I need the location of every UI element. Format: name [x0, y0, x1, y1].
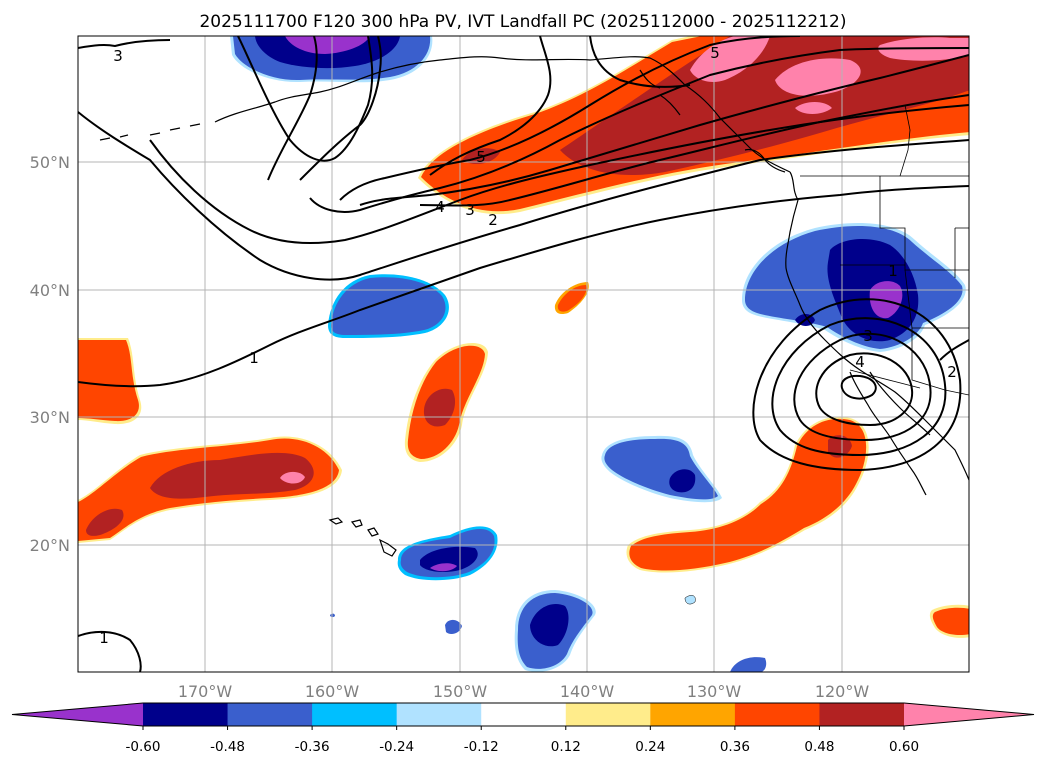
longitude-labels: 170°W 160°W 150°W 140°W 130°W 120°W [178, 682, 870, 701]
negative-anomaly-south-central [601, 435, 722, 503]
colorbar-segment [734, 703, 820, 726]
negative-anomaly-south [330, 590, 767, 672]
colorbar-extend-high [904, 703, 1034, 726]
contour-label: 5 [710, 44, 720, 62]
negative-anomaly-top [230, 36, 433, 83]
map-frame [77, 35, 970, 673]
colorbar-tick-label: 0.36 [720, 739, 750, 755]
contour-label: 1 [99, 629, 109, 647]
contour-label: 1 [249, 349, 259, 367]
colorbar-segment [396, 703, 482, 726]
figure-title: 2025111700 F120 300 hPa PV, IVT Landfall… [199, 12, 846, 32]
colorbar-segment [565, 703, 651, 726]
lon-tick-label: 130°W [687, 682, 742, 701]
lat-tick-label: 20°N [30, 536, 70, 555]
lat-tick-label: 50°N [30, 153, 70, 172]
pv-contours [78, 36, 969, 672]
lon-tick-label: 120°W [815, 682, 870, 701]
negative-anomaly-hawaii [397, 526, 498, 581]
political-borders [800, 104, 969, 396]
colorbar-extend-low [12, 703, 143, 726]
lon-tick-label: 140°W [560, 682, 615, 701]
lon-tick-label: 170°W [178, 682, 233, 701]
lat-tick-label: 40°N [30, 281, 70, 300]
colorbar-tick-label: 0.24 [635, 739, 665, 755]
latitude-labels: 50°N 40°N 30°N 20°N [30, 153, 70, 555]
colorbar-tick-label: -0.12 [464, 739, 499, 755]
colorbar: -0.60 -0.48 -0.36 -0.24 -0.12 0.12 0.24 0.36 0.4… [11, 702, 1035, 755]
contour-label: 3 [465, 201, 475, 219]
colorbar-tick-label: -0.60 [126, 739, 161, 755]
contour-label: 4 [435, 198, 445, 216]
positive-anomaly-atmospheric-river [418, 36, 969, 215]
colorbar-tick-label: -0.24 [379, 739, 414, 755]
contour-label: 2 [947, 363, 957, 381]
lon-tick-label: 150°W [433, 682, 488, 701]
colorbar-tick-label: -0.48 [210, 739, 245, 755]
positive-anomaly-central [404, 282, 589, 462]
colorbar-segment [312, 703, 398, 726]
contour-label: 2 [488, 211, 498, 229]
colorbar-segment [819, 703, 905, 726]
contour-label: 3 [113, 47, 123, 65]
colorbar-segment [143, 703, 229, 726]
colorbar-segment [650, 703, 736, 726]
contour-label: 3 [863, 327, 873, 345]
contour-label: 5 [476, 148, 486, 166]
contour-label: 1 [888, 262, 898, 280]
colorbar-tick-label: 0.12 [551, 739, 581, 755]
positive-anomaly-west-edge [78, 338, 142, 425]
colorbar-tick-label: 0.60 [889, 739, 919, 755]
lat-tick-label: 30°N [30, 408, 70, 427]
positive-anomaly-southeast [626, 416, 969, 638]
colorbar-segment [481, 703, 567, 726]
colorbar-tick-label: -0.36 [295, 739, 330, 755]
positive-anomaly-subtropical-band [78, 436, 342, 543]
colorbar-tick-label: 0.48 [804, 739, 834, 755]
gridlines [78, 36, 969, 672]
lon-tick-label: 160°W [305, 682, 360, 701]
colorbar-segment [227, 703, 313, 726]
contour-label: 4 [855, 353, 865, 371]
